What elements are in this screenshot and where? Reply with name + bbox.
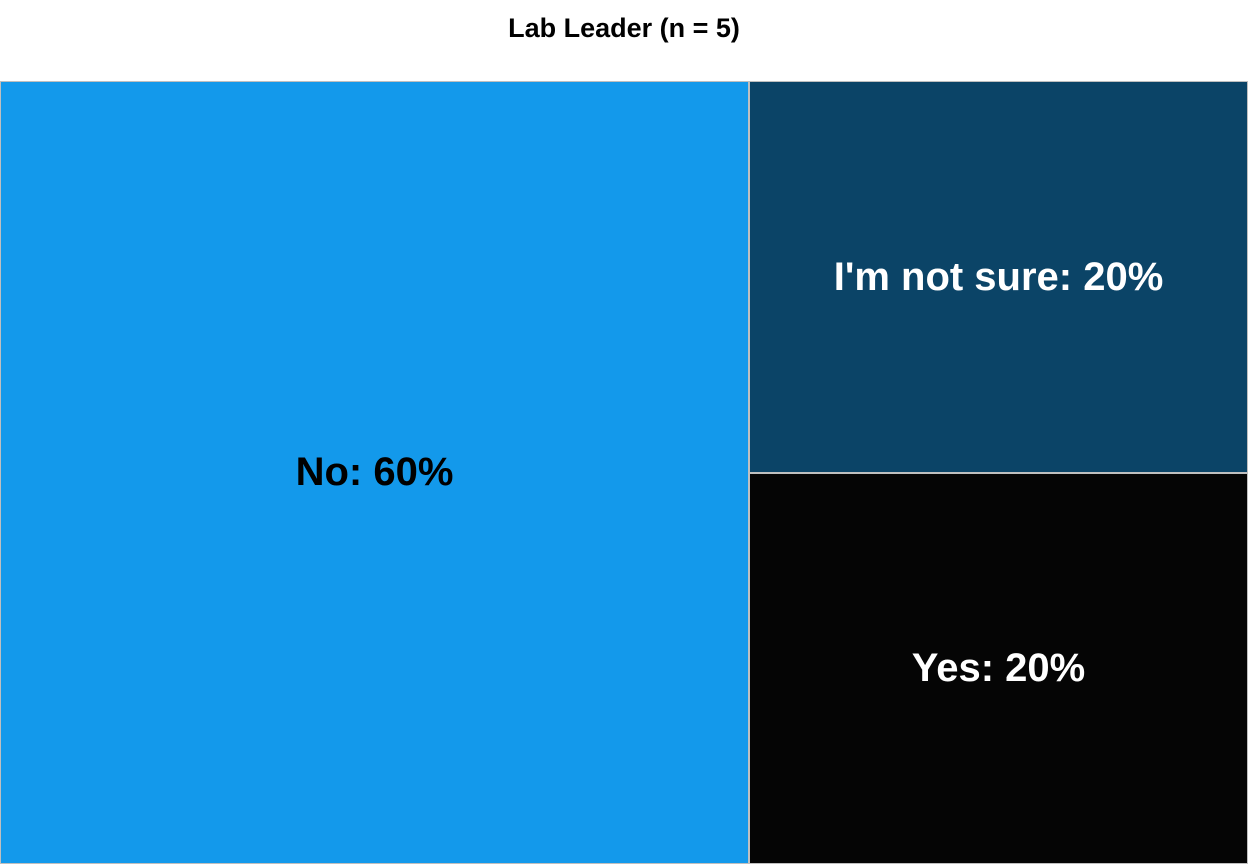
treemap-tile-i-m-not-sure: I'm not sure: 20%	[749, 81, 1248, 473]
treemap-plot-area: No: 60% I'm not sure: 20% Yes: 20%	[0, 81, 1248, 864]
treemap-tile-label: I'm not sure: 20%	[833, 254, 1164, 299]
treemap-tile-yes: Yes: 20%	[749, 473, 1248, 864]
treemap-tile-label: Yes: 20%	[911, 646, 1086, 690]
chart-title: Lab Leader (n = 5)	[508, 13, 740, 43]
treemap-tile-label: No: 60%	[295, 450, 454, 494]
treemap-tile-no: No: 60%	[0, 81, 749, 864]
